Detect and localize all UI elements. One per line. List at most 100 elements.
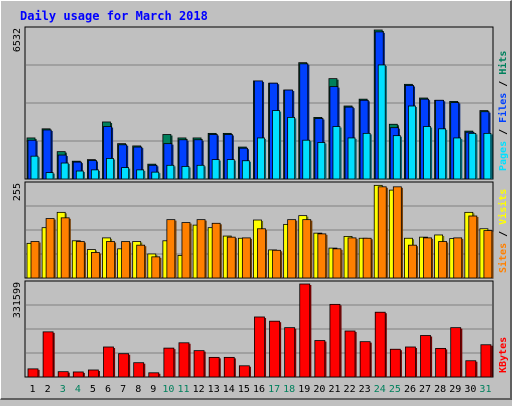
bar-sites-day-17: [272, 249, 281, 279]
bar-sites-day-15: [241, 237, 251, 279]
day-label-17: 17: [268, 384, 280, 395]
bar-sites-day-4: [75, 241, 85, 279]
series-label-hits-files-pages-hits: Hits: [497, 51, 509, 75]
bar-sites-day-11: [181, 222, 191, 279]
bar-kbytes-day-16: [254, 316, 265, 378]
bar-pages-day-24: [377, 64, 386, 180]
bar-pages-day-29: [453, 137, 462, 180]
bar-files-day-2: [42, 129, 52, 180]
day-label-26: 26: [404, 384, 416, 395]
bar-kbytes-day-26: [405, 346, 416, 378]
series-label-hits-files-pages-files: Files: [497, 93, 509, 123]
bar-sites-day-9: [151, 256, 161, 279]
bar-pages-day-28: [438, 128, 447, 180]
bar-kbytes-day-31: [480, 344, 492, 378]
day-label-11: 11: [177, 384, 189, 395]
day-label-15: 15: [238, 384, 250, 395]
day-label-31: 31: [479, 384, 491, 395]
day-label-16: 16: [253, 384, 265, 395]
bar-pages-day-5: [90, 169, 99, 180]
bar-kbytes-day-28: [435, 347, 447, 378]
day-label-4: 4: [75, 384, 81, 395]
bar-kbytes-day-3: [57, 371, 69, 378]
bar-pages-day-12: [196, 164, 205, 180]
day-label-5: 5: [90, 384, 96, 395]
bar-sites-day-30: [468, 215, 478, 279]
bar-sites-day-18: [287, 219, 297, 279]
bar-kbytes-day-24: [374, 311, 386, 378]
bar-sites-day-8: [136, 244, 146, 279]
bar-kbytes-day-21: [329, 303, 341, 378]
day-label-2: 2: [45, 384, 51, 395]
day-label-23: 23: [359, 384, 371, 395]
bar-kbytes-day-5: [87, 369, 99, 378]
bar-pages-day-13: [211, 159, 220, 180]
bar-pages-day-26: [408, 105, 416, 180]
bar-sites-day-28: [438, 241, 448, 279]
bar-kbytes-day-25: [389, 348, 401, 378]
bar-sites-day-20: [317, 233, 327, 279]
ymax-label-1: 6532: [12, 28, 23, 52]
series-label-visits-sites-sites: Sites: [497, 243, 509, 273]
bar-kbytes-day-6: [103, 346, 114, 378]
bar-pages-day-1: [30, 155, 39, 180]
bar-pages-day-19: [302, 139, 311, 180]
bar-sites-day-26: [408, 244, 417, 279]
bar-sites-day-24: [377, 186, 387, 279]
bar-kbytes-day-27: [420, 335, 431, 378]
bar-pages-day-14: [226, 159, 235, 180]
ymax-label-3: 331599: [12, 282, 23, 318]
bar-pages-day-18: [287, 117, 296, 180]
bar-kbytes-day-4: [72, 371, 84, 378]
bar-pages-day-10: [166, 164, 175, 180]
day-label-18: 18: [283, 384, 295, 395]
bar-kbytes-day-29: [450, 327, 462, 378]
bar-pages-day-4: [75, 170, 84, 180]
day-label-12: 12: [193, 384, 205, 395]
bar-pages-day-22: [347, 137, 356, 180]
bar-pages-day-9: [151, 171, 160, 180]
bar-pages-day-30: [468, 132, 477, 180]
bar-kbytes-day-19: [299, 283, 311, 378]
day-label-21: 21: [328, 384, 340, 395]
bar-sites-day-29: [453, 237, 463, 279]
bar-pages-day-23: [362, 132, 371, 180]
bar-pages-day-7: [121, 167, 129, 180]
bar-sites-day-21: [332, 248, 342, 279]
day-label-28: 28: [434, 384, 446, 395]
day-label-19: 19: [298, 384, 310, 395]
day-label-24: 24: [374, 384, 386, 395]
day-label-27: 27: [419, 384, 431, 395]
day-label-9: 9: [150, 384, 156, 395]
bar-pages-day-17: [272, 110, 280, 180]
bar-sites-day-27: [423, 237, 432, 279]
bar-pages-day-3: [60, 162, 69, 180]
bar-pages-day-8: [136, 169, 145, 180]
bar-sites-day-23: [362, 237, 372, 279]
bar-sites-day-25: [392, 186, 402, 279]
day-label-3: 3: [60, 384, 66, 395]
bar-sites-day-3: [60, 217, 70, 279]
bar-pages-day-15: [241, 160, 250, 180]
bar-pages-day-11: [181, 166, 190, 180]
bar-pages-day-20: [317, 142, 326, 180]
bar-sites-day-2: [45, 218, 55, 279]
day-label-30: 30: [464, 384, 476, 395]
bar-sites-day-6: [106, 241, 115, 279]
bar-pages-day-27: [423, 126, 431, 180]
bar-pages-day-16: [257, 137, 265, 180]
bar-kbytes-day-2: [42, 331, 54, 378]
bar-sites-day-5: [90, 252, 100, 279]
bar-kbytes-day-30: [465, 360, 477, 378]
bar-kbytes-day-9: [148, 372, 160, 378]
bar-kbytes-day-12: [193, 350, 205, 378]
ymax-label-2: 255: [12, 183, 23, 201]
bar-kbytes-day-17: [269, 320, 280, 378]
bar-sites-day-22: [347, 237, 357, 279]
day-label-8: 8: [135, 384, 141, 395]
day-label-7: 7: [120, 384, 126, 395]
day-label-14: 14: [223, 384, 235, 395]
bar-sites-day-13: [211, 222, 221, 279]
